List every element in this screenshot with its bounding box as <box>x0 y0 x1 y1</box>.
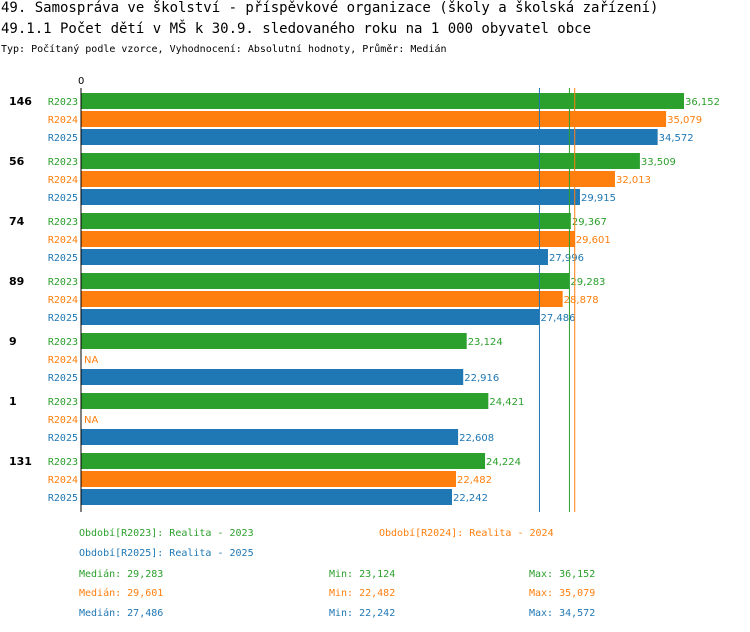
data-label: 33,509 <box>641 157 676 168</box>
data-label: 34,572 <box>659 133 694 144</box>
bar <box>81 231 575 247</box>
bar <box>81 153 640 169</box>
series-label: R2024 <box>48 115 78 126</box>
legend-item-r2023: Období[R2023]: Realita - 2023 <box>79 528 254 539</box>
group-label: 74 <box>9 215 25 228</box>
bar <box>81 429 459 445</box>
stat-min-r2025: Min: 22,242 <box>329 608 396 619</box>
bar <box>81 213 571 229</box>
data-label: 32,013 <box>616 175 651 186</box>
bar <box>81 471 456 487</box>
data-label: 28,878 <box>564 295 599 306</box>
stat-max-r2025: Max: 34,572 <box>529 608 596 619</box>
series-label: R2025 <box>48 253 78 264</box>
data-label: 29,367 <box>572 217 607 228</box>
data-label: 22,916 <box>464 373 499 384</box>
series-label: R2023 <box>48 337 78 348</box>
series-label: R2023 <box>48 397 78 408</box>
series-label: R2024 <box>48 355 78 366</box>
bar <box>81 369 464 385</box>
bar <box>81 273 570 289</box>
stat-max-r2023: Max: 36,152 <box>529 569 596 580</box>
data-label: 24,224 <box>486 457 521 468</box>
legend-item-r2025: Období[R2025]: Realita - 2025 <box>79 548 254 559</box>
data-label: 22,608 <box>459 433 494 444</box>
series-label: R2023 <box>48 277 78 288</box>
series-label: R2024 <box>48 175 78 186</box>
bar <box>81 129 658 145</box>
stat-median-r2023: Medián: 29,283 <box>79 569 164 580</box>
bar <box>81 333 467 349</box>
data-label: 29,915 <box>581 193 616 204</box>
chart-meta: Typ: Počítaný podle vzorce, Vyhodnocení:… <box>1 44 447 55</box>
bar <box>81 453 486 469</box>
data-label: 29,283 <box>570 277 605 288</box>
data-label: 35,079 <box>667 115 702 126</box>
stat-max-r2024: Max: 35,079 <box>529 588 596 599</box>
stat-median-r2025: Medián: 27,486 <box>79 608 164 619</box>
series-label: R2023 <box>48 457 78 468</box>
data-label: 22,482 <box>457 475 492 486</box>
group-label: 1 <box>9 395 17 408</box>
stat-min-r2024: Min: 22,482 <box>329 588 396 599</box>
x-tick-label: 0 <box>78 76 84 87</box>
bar <box>81 309 540 325</box>
series-label: R2023 <box>48 97 78 108</box>
bar <box>81 393 489 409</box>
bar <box>81 171 615 187</box>
data-label: 29,601 <box>576 235 611 246</box>
data-label: 36,152 <box>685 97 720 108</box>
data-label: 27,486 <box>540 313 575 324</box>
data-label: 23,124 <box>468 337 503 348</box>
bar <box>81 489 452 505</box>
series-label: R2025 <box>48 313 78 324</box>
series-label: R2025 <box>48 133 78 144</box>
group-label: 9 <box>9 335 17 348</box>
legend-item-r2024: Období[R2024]: Realita - 2024 <box>379 528 554 539</box>
series-label: R2024 <box>48 415 78 426</box>
bar <box>81 93 684 109</box>
series-label: R2025 <box>48 493 78 504</box>
series-label: R2025 <box>48 373 78 384</box>
data-label: 22,242 <box>453 493 488 504</box>
group-label: 131 <box>9 455 32 468</box>
series-label: R2023 <box>48 217 78 228</box>
bar <box>81 291 563 307</box>
data-label: NA <box>84 415 98 426</box>
stat-min-r2023: Min: 23,124 <box>329 569 396 580</box>
data-label: 24,421 <box>489 397 524 408</box>
stat-median-r2024: Medián: 29,601 <box>79 588 164 599</box>
group-label: 89 <box>9 275 24 288</box>
group-label: 56 <box>9 155 25 168</box>
series-label: R2023 <box>48 157 78 168</box>
group-label: 146 <box>9 95 32 108</box>
data-label: 27,996 <box>549 253 584 264</box>
series-label: R2025 <box>48 193 78 204</box>
series-label: R2025 <box>48 433 78 444</box>
data-label: NA <box>84 355 98 366</box>
series-label: R2024 <box>48 235 78 246</box>
series-label: R2024 <box>48 475 78 486</box>
chart-subtitle: 49.1.1 Počet dětí v MŠ k 30.9. sledované… <box>1 21 592 37</box>
bar <box>81 189 580 205</box>
bar <box>81 249 548 265</box>
chart-title: 49. Samospráva ve školství - příspěvkové… <box>1 0 659 16</box>
series-label: R2024 <box>48 295 78 306</box>
bar <box>81 111 667 127</box>
